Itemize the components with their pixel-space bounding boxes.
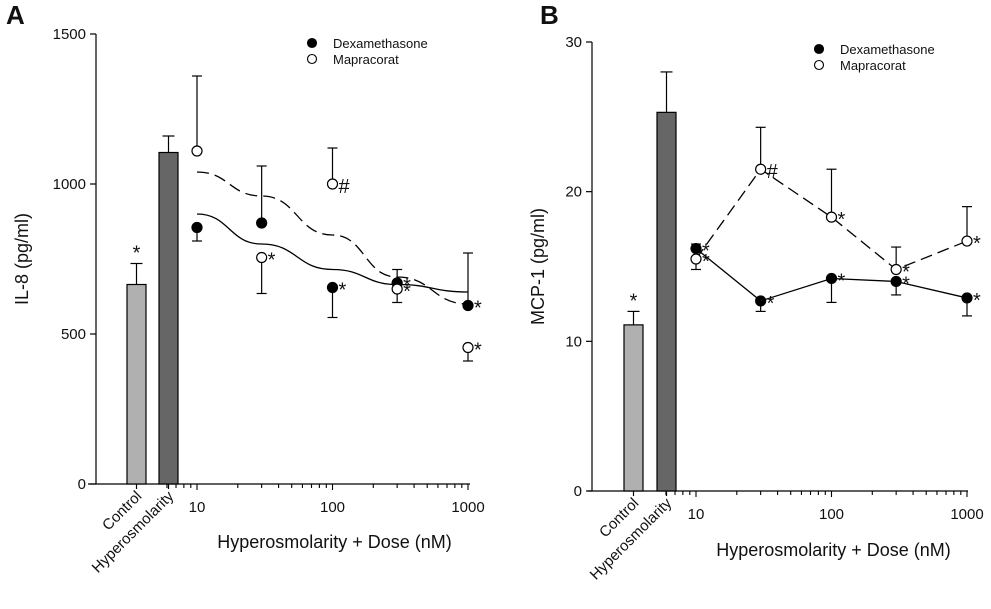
legend-marker-mapracorat — [813, 59, 825, 71]
legend-marker-dexamethasone — [813, 43, 825, 55]
data-point-mapracorat — [191, 145, 203, 157]
significance-mark: * — [973, 233, 981, 255]
fit-curve-dexamethasone — [196, 213, 469, 293]
legend-label: Mapracorat — [333, 52, 399, 67]
significance-mark: * — [403, 281, 411, 303]
data-point-mapracorat — [326, 178, 339, 190]
significance-mark: * — [838, 270, 846, 292]
x-tick-label: 10 — [688, 506, 705, 523]
data-point-mapracorat — [690, 253, 702, 265]
significance-mark: * — [902, 273, 910, 295]
data-point-mapracorat — [256, 251, 268, 264]
significance-mark: * — [474, 298, 482, 320]
y-tick-label: 0 — [574, 483, 582, 500]
fit-curve-mapracorat — [196, 171, 469, 305]
significance-mark: * — [902, 261, 910, 283]
y-tick-label: 20 — [565, 184, 582, 201]
x-tick-label: 100 — [819, 506, 844, 523]
panel-letter: B — [540, 0, 559, 30]
significance-mark: * — [474, 340, 482, 362]
significance-mark: * — [767, 293, 775, 315]
significance-mark: * — [838, 209, 846, 231]
bar-hyperosmolarity — [158, 151, 179, 485]
panel-b: B 0 10 20 30 MCP-1 (pg/ml) 10 100 1000 Hyperosmol… — [528, 0, 984, 583]
data-point-dexamethasone — [462, 299, 474, 312]
data-point-mapracorat — [961, 235, 973, 247]
legend-marker-dexamethasone — [306, 37, 318, 49]
y-tick-label: 1500 — [53, 26, 86, 43]
y-axis-title: MCP-1 (pg/ml) — [528, 208, 548, 325]
legend-marker-mapracorat — [306, 53, 318, 65]
data-point-dexamethasone — [890, 275, 902, 288]
x-axis-title: Hyperosmolarity + Dose (nM) — [217, 532, 452, 552]
panel-letter: A — [6, 0, 25, 30]
data-point-mapracorat — [755, 163, 767, 175]
y-axis-title: IL-8 (pg/ml) — [12, 213, 32, 305]
significance-mark: * — [339, 280, 347, 302]
data-point-dexamethasone — [690, 242, 702, 255]
data-point-dexamethasone — [191, 221, 203, 234]
bar-control — [623, 324, 644, 492]
x-tick-label: 1000 — [950, 506, 983, 523]
significance-mark: * — [403, 275, 411, 297]
data-point-dexamethasone — [755, 295, 767, 307]
significance-mark: * — [702, 251, 710, 273]
data-point-dexamethasone — [326, 281, 339, 294]
y-tick-label: 10 — [565, 333, 582, 350]
significance-mark: * — [133, 243, 141, 265]
y-tick-label: 1000 — [53, 176, 86, 193]
data-point-mapracorat — [391, 283, 403, 295]
data-point-dexamethasone — [256, 217, 268, 229]
x-tick-label: 1000 — [451, 499, 484, 516]
x-tick-label: 10 — [189, 499, 206, 516]
data-point-dexamethasone — [961, 292, 973, 304]
data-point-mapracorat — [462, 341, 474, 354]
x-axis-title: Hyperosmolarity + Dose (nM) — [716, 540, 951, 560]
panel-a: A 0 500 1000 1500 IL-8 (pg/ml) 10 100 1000 Hypero… — [6, 0, 485, 576]
y-tick-label: 30 — [565, 34, 582, 51]
legend-label: Dexamethasone — [840, 42, 935, 57]
significance-mark: * — [702, 241, 710, 263]
significance-mark: # — [767, 161, 779, 183]
y-tick-label: 0 — [78, 476, 86, 493]
legend-label: Dexamethasone — [333, 36, 428, 51]
x-tick-label: 100 — [320, 499, 345, 516]
y-tick-label: 500 — [61, 326, 86, 343]
series-line-mapracorat — [695, 168, 968, 271]
legend-label: Mapracorat — [840, 58, 906, 73]
significance-mark: # — [339, 176, 351, 198]
bar-control — [126, 283, 147, 485]
data-point-dexamethasone — [825, 272, 838, 285]
significance-mark: * — [630, 290, 638, 312]
data-point-mapracorat — [825, 211, 838, 223]
significance-mark: * — [973, 290, 981, 312]
bar-hyperosmolarity — [656, 111, 677, 492]
data-point-mapracorat — [890, 263, 902, 276]
significance-mark: * — [268, 250, 276, 272]
